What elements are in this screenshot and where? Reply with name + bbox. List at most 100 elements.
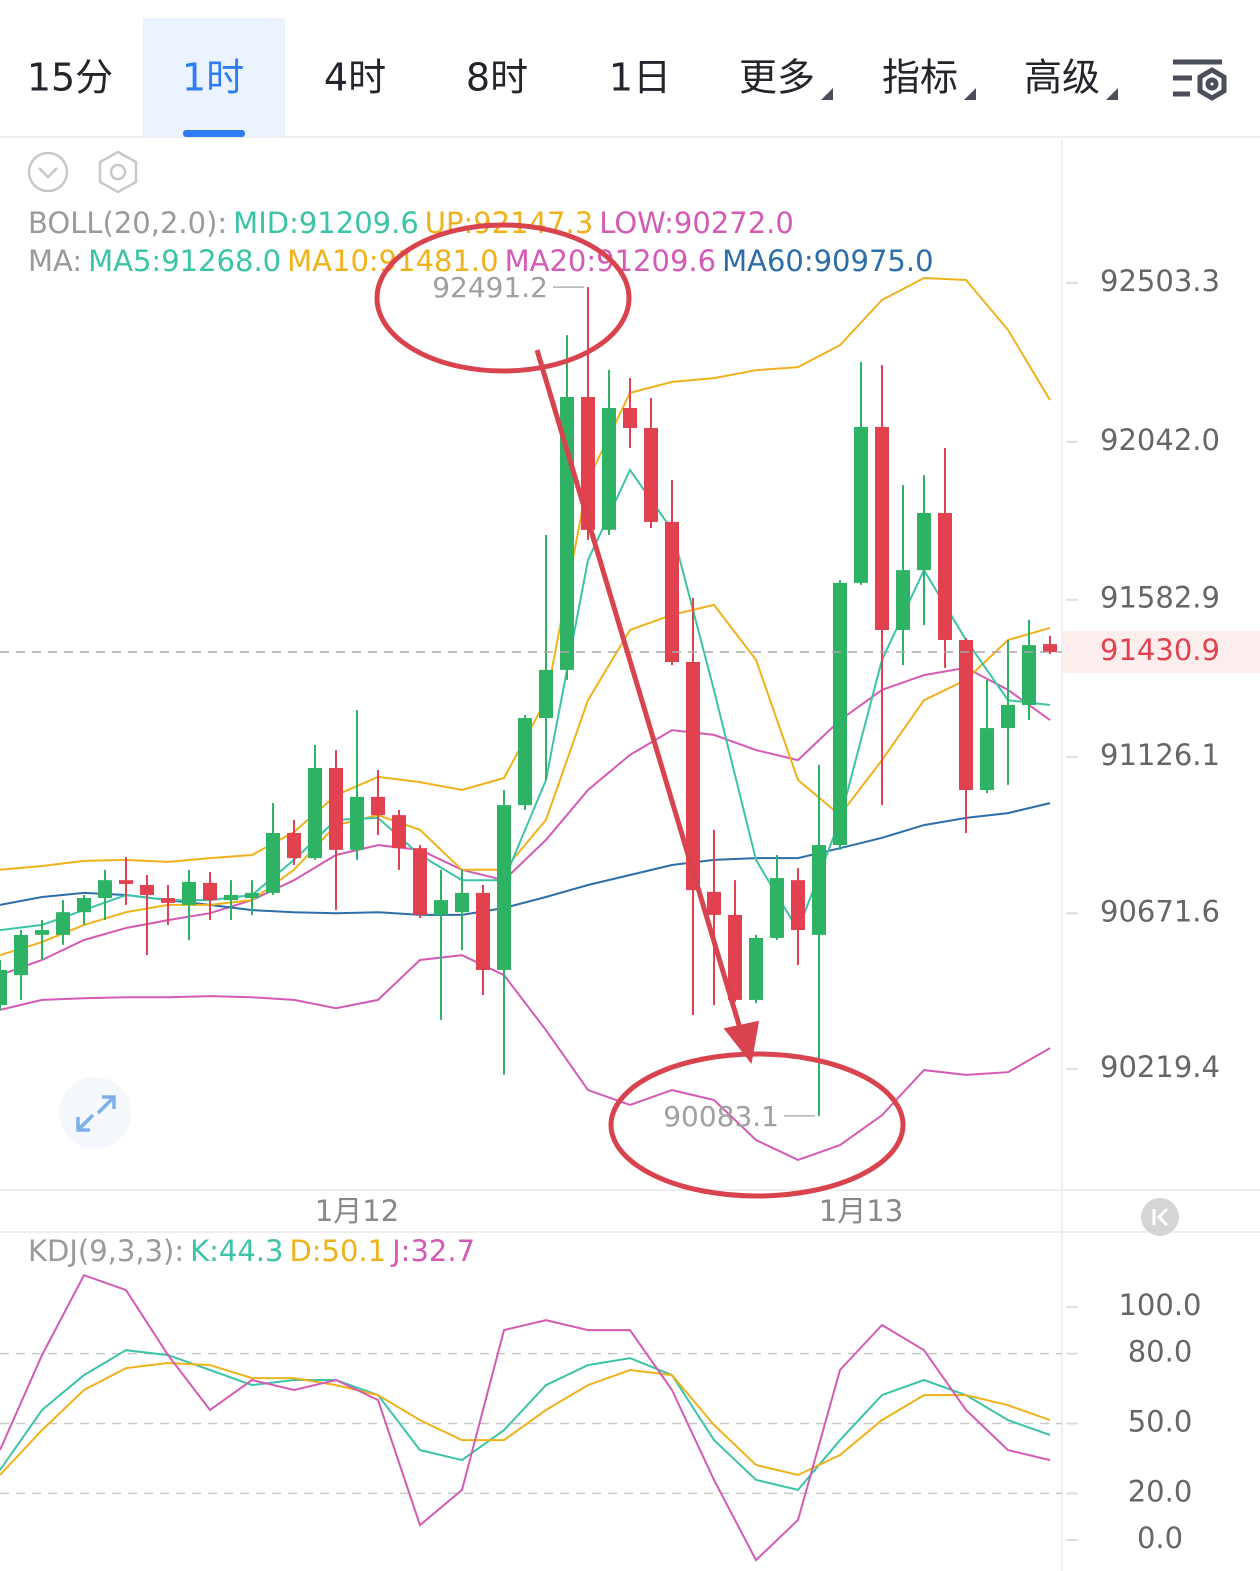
candle-body — [686, 661, 700, 891]
candle-body — [539, 669, 553, 719]
y-tick-label: 90219.4 — [1100, 1050, 1220, 1084]
candle-body — [287, 833, 301, 859]
layout — [0, 59, 1260, 1571]
indicator-line — [0, 603, 1051, 957]
candle-body — [1022, 645, 1036, 706]
kdj-line — [0, 1273, 1051, 1562]
candle-body — [455, 892, 469, 913]
expand-icon — [76, 1095, 116, 1132]
annotation-circle — [374, 222, 632, 374]
latest-icon — [1152, 1207, 1169, 1227]
y-tick-label: 100.0 — [1118, 1288, 1201, 1322]
candle-body — [203, 882, 217, 901]
y-tick-label: 50.0 — [1128, 1405, 1193, 1439]
legend-item: J:32.7 — [390, 1234, 475, 1268]
y-tick-label: 90671.6 — [1100, 894, 1220, 928]
menu-tab[interactable]: 指标 — [882, 56, 958, 100]
candle-body — [35, 930, 49, 935]
candle-body — [1001, 705, 1015, 729]
price-panel: BOLL(20,2.0): MID:91209.6 UP:92147.3 LOW:90… — [0, 206, 1260, 1228]
candle-body — [98, 880, 112, 899]
candle-body — [581, 397, 595, 530]
y-tick-label: 80.0 — [1128, 1335, 1193, 1369]
collapse-chevron — [38, 167, 58, 179]
min-label: 90083.1 — [663, 1100, 779, 1133]
legend-item: K:44.3 — [190, 1234, 283, 1268]
tab-highlight — [143, 18, 285, 137]
legend-label: BOLL(20,2.0): — [28, 206, 227, 240]
timeframe-tab[interactable]: 15分 — [27, 56, 113, 100]
indicator-legend: BOLL(20,2.0): MID:91209.6 UP:92147.3 LOW:90… — [28, 206, 794, 240]
last-price-box — [1063, 631, 1260, 674]
settings-icon[interactable] — [1173, 59, 1227, 101]
y-tick-label: 20.0 — [1128, 1474, 1193, 1508]
indicator-settings-dot — [109, 163, 127, 181]
candle-body — [329, 767, 343, 850]
candle-body — [644, 427, 658, 522]
candle-body — [1043, 644, 1057, 653]
indicator-legend: MA: MA5:91268.0 MA10:91481.0 MA20:91209.6 MA… — [28, 244, 934, 278]
candle-body — [224, 894, 238, 901]
y-tick-label: 92042.0 — [1100, 423, 1220, 457]
kdj-line — [0, 1349, 1051, 1492]
candle-body — [77, 898, 91, 913]
candle-body — [959, 639, 973, 790]
legend-item: D:50.1 — [289, 1234, 386, 1268]
legend-item: MA60:90975.0 — [722, 244, 933, 278]
candle-body — [749, 937, 763, 1000]
timeframe-tab[interactable]: 8时 — [466, 56, 528, 100]
timeframe-tab[interactable]: 1时 — [182, 56, 244, 100]
candle-body — [728, 914, 742, 1000]
candle-body — [602, 408, 616, 530]
legend-item: MID:91209.6 — [233, 206, 419, 240]
timeframe-tab[interactable]: 1日 — [609, 56, 671, 100]
legend-item: LOW:90272.0 — [599, 206, 794, 240]
candle-body — [623, 408, 637, 428]
candle-body — [980, 728, 994, 790]
menu-tab[interactable]: 高级 — [1024, 56, 1100, 100]
timeframe-tab[interactable]: 4时 — [324, 56, 386, 100]
menu-caret — [1106, 88, 1118, 100]
candle-body — [518, 718, 532, 806]
candle-body — [896, 570, 910, 630]
annotation-circle — [608, 1051, 906, 1199]
y-tick-label: 91126.1 — [1100, 738, 1220, 772]
collapse-icon[interactable] — [27, 151, 69, 193]
candle-body — [770, 878, 784, 938]
candle-body — [119, 880, 133, 884]
indicator-line — [0, 954, 1051, 1161]
expand-button[interactable] — [59, 1077, 131, 1149]
indicator-line — [0, 666, 1051, 977]
candle-body — [182, 881, 196, 905]
kdj-line — [0, 1361, 1051, 1477]
candle-body — [938, 512, 952, 640]
candle-body — [917, 512, 931, 571]
legend-label: MA: — [28, 244, 82, 278]
menu-tab[interactable]: 更多 — [739, 56, 815, 100]
header: 15分 1时 4时 8时 1日 更多 指标 高级 — [27, 18, 1118, 137]
legend-label: KDJ(9,3,3): — [28, 1234, 184, 1268]
annotation-arrow — [534, 349, 745, 1036]
kdj-panel: 100.0 80.0 50.0 20.0 0.0 KDJ(9,3,3): K:44.3 D:5… — [0, 1234, 1202, 1562]
tab-underline — [183, 130, 245, 137]
candle-body — [161, 898, 175, 903]
kdj-legend: KDJ(9,3,3): K:44.3 D:50.1 J:32.7 — [28, 1234, 475, 1268]
candle-body — [476, 892, 490, 970]
x-tick-label: 1月12 — [315, 1194, 399, 1228]
candle-body — [833, 582, 847, 846]
annotation-arrowhead — [723, 1020, 760, 1064]
candle-body — [413, 848, 427, 915]
candle-body — [56, 912, 70, 935]
candle-body — [245, 892, 259, 899]
candle-body — [14, 934, 28, 976]
menu-caret — [964, 88, 976, 100]
candle-body — [266, 833, 280, 893]
candle-body — [812, 845, 826, 935]
candle-body — [350, 796, 364, 850]
max-label: 92491.2 — [432, 271, 548, 304]
candle-body — [392, 815, 406, 849]
candle-body — [371, 796, 385, 816]
indicator-settings-icon[interactable] — [98, 150, 138, 194]
annotations — [374, 222, 906, 1199]
